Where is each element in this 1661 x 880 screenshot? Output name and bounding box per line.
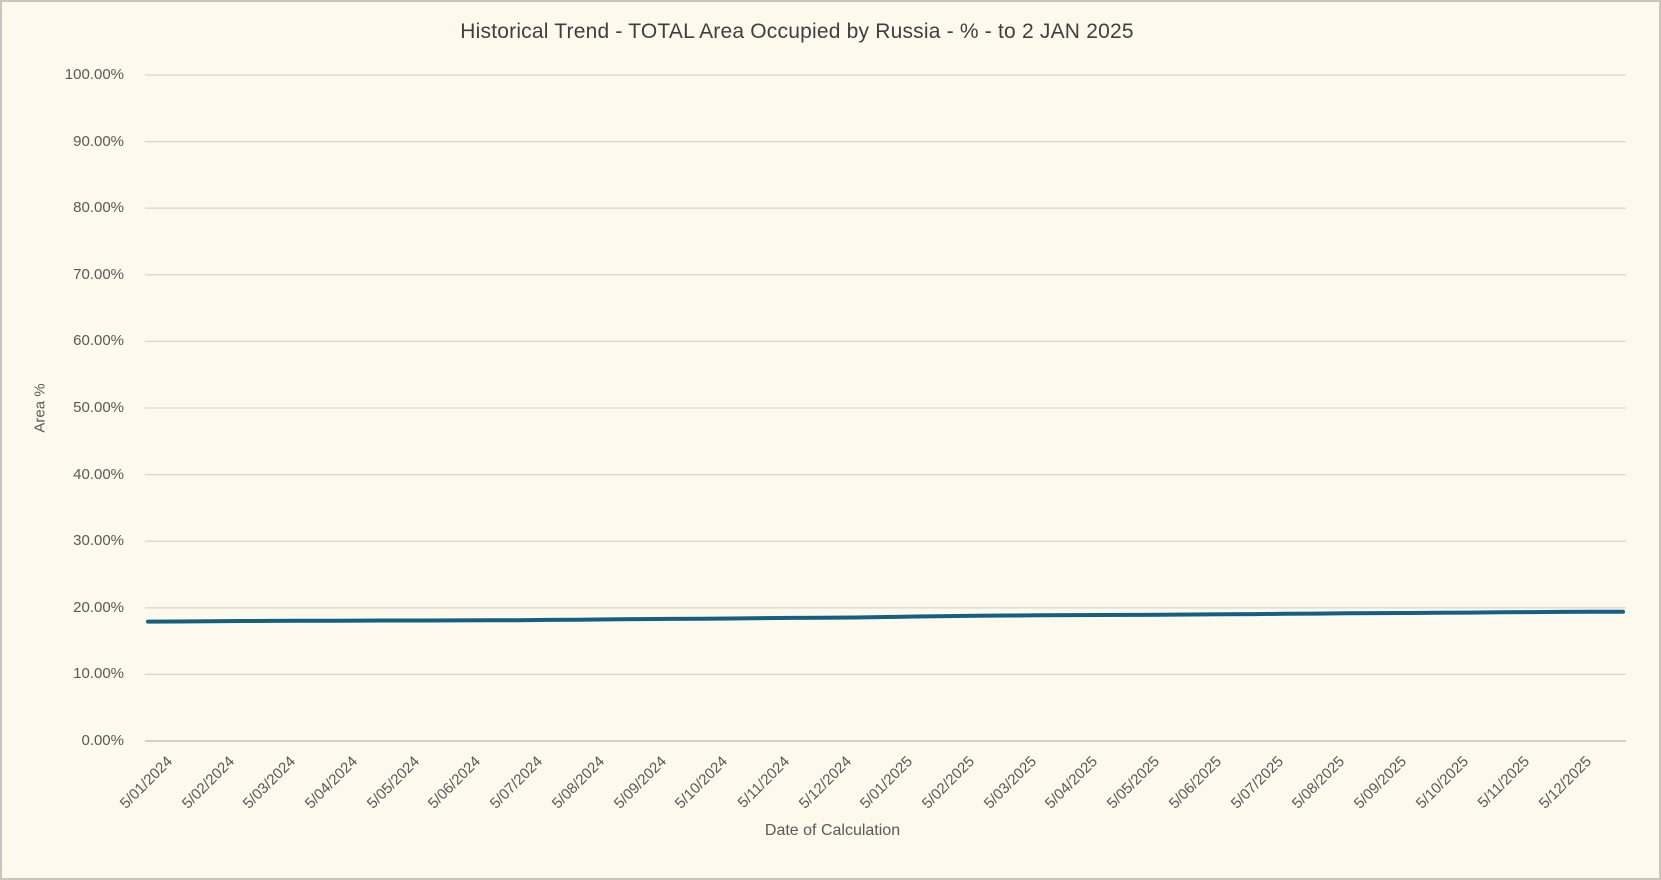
chart-title: Historical Trend - TOTAL Area Occupied b… (460, 20, 1134, 43)
y-axis-tick-label: 40.00% (73, 465, 124, 483)
y-axis-tick-label: 10.00% (73, 665, 124, 683)
y-axis-tick-label: 20.00% (73, 598, 124, 616)
x-axis-title: Date of Calculation (764, 822, 901, 839)
y-axis-tick-label: 100.00% (64, 66, 124, 83)
y-axis-tick-label: 90.00% (73, 132, 124, 150)
y-axis-tick-label: 80.00% (73, 199, 124, 217)
y-axis-tick-label: 0.00% (81, 732, 124, 749)
y-axis-tick-label: 70.00% (73, 265, 124, 283)
data-series-line (146, 609, 1625, 624)
y-axis-tick-label: 60.00% (73, 332, 124, 350)
y-axis-tick-label: 50.00% (73, 399, 124, 416)
y-axis-tick-label: 30.00% (73, 532, 124, 550)
